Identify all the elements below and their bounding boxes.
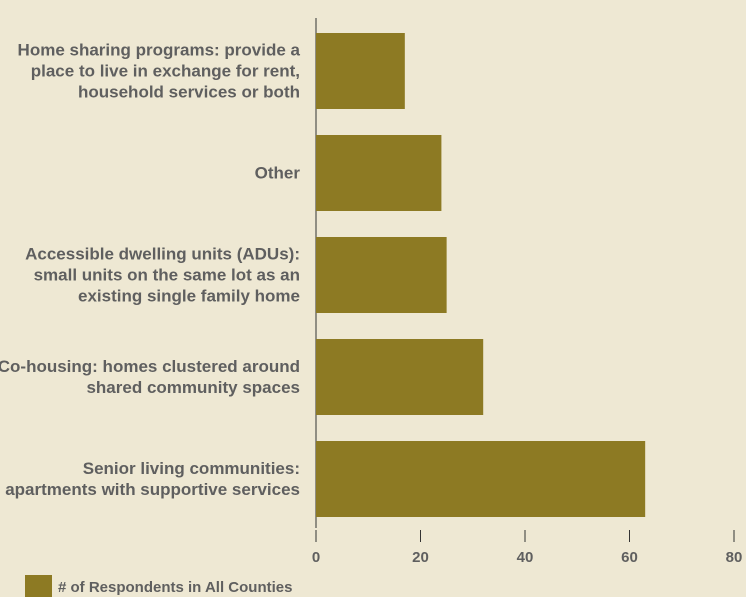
- x-tick-label: 40: [517, 549, 534, 566]
- x-tick-label: 80: [726, 549, 743, 566]
- bar: [316, 33, 405, 109]
- x-tick-label: 20: [412, 549, 429, 566]
- legend-swatch: [25, 575, 52, 597]
- bar: [316, 441, 646, 517]
- bar: [316, 135, 442, 211]
- x-tick-label: 60: [621, 549, 638, 566]
- legend-label: # of Respondents in All Counties: [58, 579, 292, 596]
- bar: [316, 237, 447, 313]
- y-tick-label: Senior living communities: apartments wi…: [5, 459, 300, 499]
- y-tick-label: Other: [254, 163, 300, 183]
- bar: [316, 339, 484, 415]
- y-tick-label: Home sharing programs: provide a place t…: [17, 40, 300, 102]
- y-tick-label: Co-housing: homes clustered around share…: [0, 357, 300, 397]
- y-tick-label: Accessible dwelling units (ADUs): small …: [25, 244, 300, 306]
- x-tick-label: 0: [312, 549, 320, 566]
